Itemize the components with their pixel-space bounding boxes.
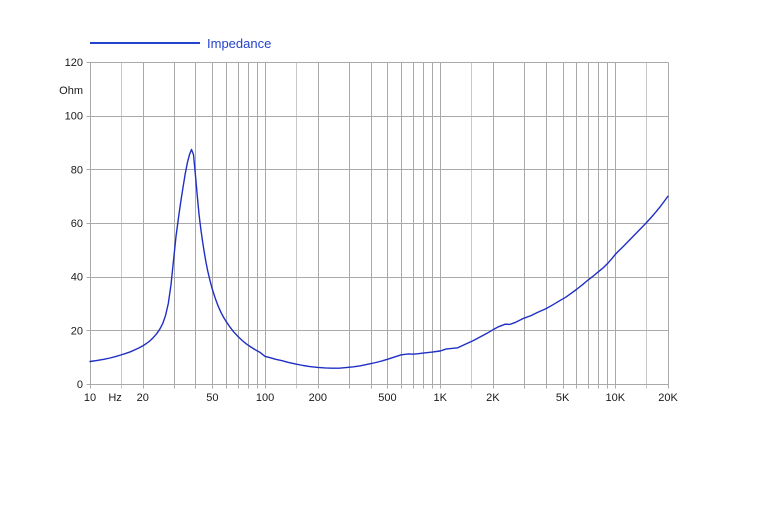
x-tick-label: 10K [606, 392, 626, 404]
x-tick-label: 500 [378, 392, 396, 404]
legend-label: Impedance [207, 35, 272, 51]
x-tick-label: 1K [433, 392, 447, 404]
legend-line-swatch [90, 42, 200, 44]
x-tick-label: 20K [658, 392, 678, 404]
x-axis-unit-label: Hz [108, 392, 121, 404]
impedance-curve [89, 148, 669, 369]
y-tick-label: 20 [71, 325, 83, 337]
x-tick-label: 2K [486, 392, 500, 404]
x-tick-label: 10 [84, 392, 96, 404]
y-tick-label: 80 [71, 164, 83, 176]
x-tick-label: 100 [256, 392, 274, 404]
y-tick-label: 60 [71, 218, 83, 230]
y-tick-label: 100 [65, 111, 83, 123]
x-tick-label: 50 [206, 392, 218, 404]
chart-legend: Impedance [90, 35, 272, 51]
y-tick-label: 40 [71, 272, 83, 284]
y-tick-label: 0 [77, 379, 83, 391]
y-axis-unit-label: Ohm [59, 85, 83, 97]
y-tick-label: 120 [65, 57, 83, 69]
x-tick-label: 5K [556, 392, 570, 404]
x-tick-label: 20 [137, 392, 149, 404]
x-tick-label: 200 [309, 392, 327, 404]
